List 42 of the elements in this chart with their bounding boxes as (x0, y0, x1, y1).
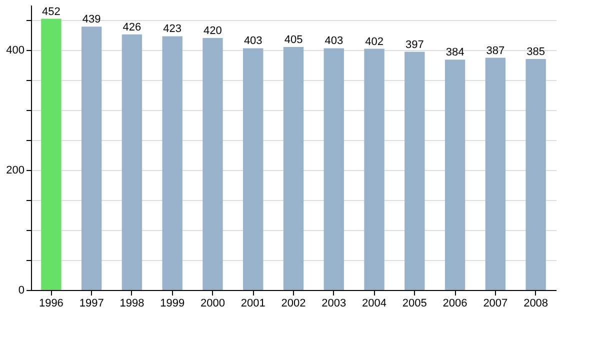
data-label: 384 (446, 46, 464, 59)
bar (81, 26, 102, 290)
data-label: 439 (82, 14, 101, 26)
data-label: 426 (122, 21, 142, 34)
x-tick-label: 2006 (442, 298, 468, 310)
bar (162, 36, 182, 290)
x-tick-label: 2000 (200, 298, 225, 310)
x-tick-label: 2008 (524, 298, 548, 310)
x-tick-label: 1999 (160, 298, 185, 310)
x-tick-label: 2001 (240, 298, 266, 310)
x-tick-label: 1998 (120, 298, 144, 310)
data-label: 403 (324, 35, 344, 48)
x-tick-label: 1997 (79, 298, 104, 310)
x-tick-label: 2007 (483, 298, 508, 310)
bar (283, 47, 304, 290)
x-tick-label: 2004 (362, 298, 387, 310)
bar (41, 18, 62, 290)
bar (202, 38, 223, 290)
bar (404, 52, 425, 290)
y-tick-label: 400 (6, 44, 24, 56)
bar (324, 48, 344, 290)
bar (485, 58, 506, 290)
bar (526, 59, 546, 290)
x-tick-label: 2003 (322, 298, 346, 310)
data-label: 402 (365, 36, 384, 48)
bar (444, 60, 466, 290)
x-tick-label: 2002 (281, 298, 306, 310)
bar (243, 48, 264, 290)
data-label: 452 (42, 6, 60, 18)
data-label: 387 (486, 44, 505, 57)
y-tick-label: 0 (18, 284, 24, 296)
data-label: 385 (526, 46, 545, 58)
data-label: 405 (284, 34, 303, 46)
data-label: 397 (405, 38, 424, 51)
y-tick-label: 200 (6, 164, 24, 176)
data-label: 403 (244, 35, 262, 48)
x-tick-label: 2005 (402, 298, 427, 310)
data-label: 423 (163, 23, 182, 36)
bar (122, 34, 142, 290)
data-label: 420 (204, 25, 222, 37)
x-tick-label: 1996 (38, 298, 64, 310)
bar (364, 48, 384, 290)
